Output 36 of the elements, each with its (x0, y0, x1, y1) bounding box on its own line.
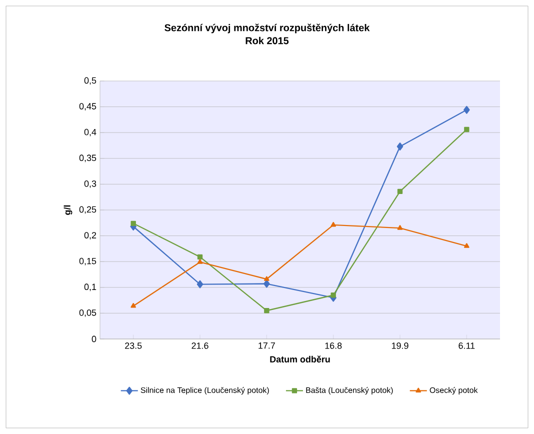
y-tick-label: 0 (92, 336, 96, 342)
y-axis-title: g/l (64, 205, 72, 215)
point (130, 302, 136, 308)
y-tick-label: 0,4 (84, 128, 96, 136)
point (464, 106, 470, 114)
point (264, 280, 270, 288)
x-tick-label: 23.5 (125, 342, 142, 349)
y-tick-label: 0,05 (79, 309, 96, 317)
point (264, 308, 270, 314)
point (197, 259, 203, 264)
point (330, 222, 336, 227)
y-tick-label: 0,35 (79, 154, 96, 162)
point (130, 220, 136, 226)
point (464, 126, 470, 132)
x-tick-label: 17.7 (258, 342, 275, 349)
y-tick-label: 0,5 (84, 77, 96, 85)
point (264, 276, 270, 281)
point (464, 243, 470, 248)
y-tick-label: 0,25 (79, 206, 96, 214)
x-axis-title: Datum odběru (270, 356, 330, 362)
point (397, 225, 403, 230)
point (197, 254, 203, 260)
point (397, 188, 403, 194)
x-tick-label: 16.8 (325, 342, 342, 349)
x-tick-label: 21.6 (192, 342, 208, 349)
point (196, 280, 204, 288)
x-tick-label: 19.9 (392, 342, 408, 349)
chart-title: Sezónní vývoj množství rozpuštěných látek Rok 2015 (164, 24, 370, 44)
y-tick-label: 0,2 (84, 232, 96, 240)
y-tick-label: 0,3 (84, 180, 96, 188)
point (396, 142, 404, 151)
point (330, 292, 336, 298)
y-tick-label: 0,1 (84, 284, 96, 292)
x-tick-label: 6.11 (458, 342, 475, 349)
y-tick-label: 0,45 (79, 103, 96, 110)
y-tick-label: 0,15 (79, 258, 96, 266)
